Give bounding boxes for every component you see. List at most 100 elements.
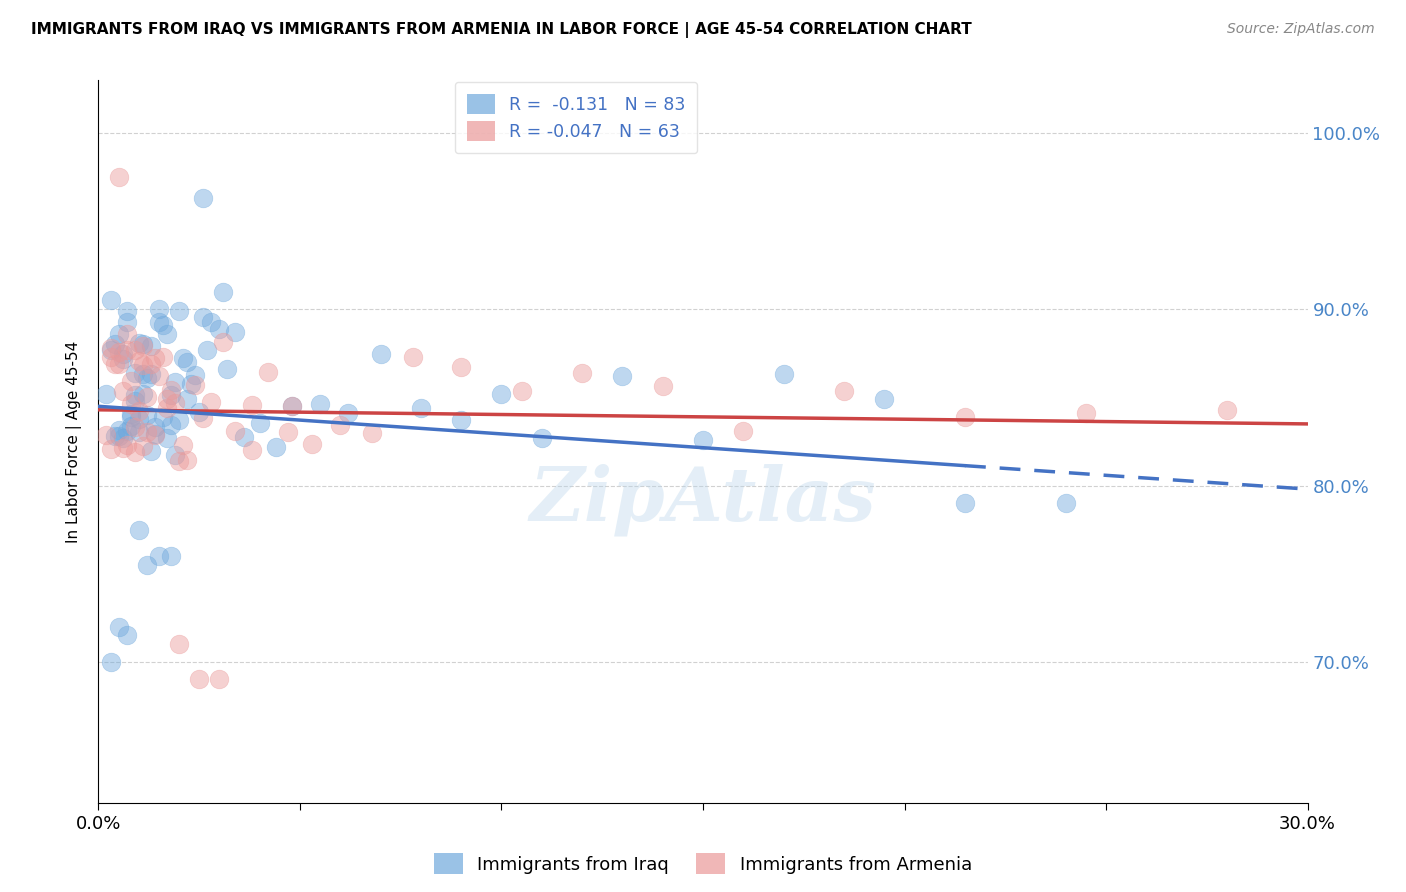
Point [160, 549, 183, 563]
Point [115, 343, 138, 357]
Point [160, 383, 183, 397]
Point [180, 376, 202, 391]
Point [176, 392, 198, 406]
Point [152, 318, 174, 332]
Point [156, 431, 179, 445]
Point [167, 454, 190, 468]
Point [124, 445, 146, 459]
Point [132, 337, 155, 351]
Point [120, 419, 142, 434]
Point [193, 191, 215, 205]
Point [143, 351, 166, 365]
Point [148, 315, 170, 329]
Point [128, 335, 150, 350]
Point [120, 374, 142, 388]
Point [692, 434, 714, 448]
Text: Source: ZipAtlas.com: Source: ZipAtlas.com [1227, 22, 1375, 37]
Point [100, 341, 122, 355]
Point [612, 368, 634, 383]
Point [115, 315, 138, 329]
Point [128, 412, 150, 426]
Point [200, 315, 222, 329]
Point [143, 426, 166, 441]
Point [132, 439, 155, 453]
Point [148, 301, 170, 316]
Point [107, 619, 129, 633]
Point [409, 401, 432, 416]
Point [120, 410, 142, 425]
Point [873, 392, 896, 406]
Point [107, 423, 129, 437]
Point [111, 441, 134, 455]
Point [212, 285, 235, 299]
Point [139, 367, 162, 381]
Point [530, 432, 553, 446]
Point [100, 655, 122, 669]
Point [107, 327, 129, 342]
Point [212, 335, 235, 350]
Point [100, 350, 122, 364]
Point [208, 673, 231, 687]
Point [232, 430, 254, 444]
Point [309, 396, 332, 410]
Point [135, 408, 157, 422]
Point [100, 442, 122, 456]
Point [450, 360, 472, 375]
Point [176, 355, 198, 369]
Point [156, 326, 179, 341]
Point [337, 405, 360, 419]
Point [953, 496, 976, 510]
Text: ZipAtlas: ZipAtlas [530, 463, 876, 535]
Point [329, 417, 352, 432]
Point [120, 396, 142, 410]
Point [195, 343, 218, 357]
Point [139, 339, 162, 353]
Point [152, 350, 174, 364]
Point [277, 425, 299, 440]
Point [111, 431, 134, 445]
Point [111, 347, 134, 361]
Point [184, 377, 207, 392]
Point [132, 387, 155, 401]
Point [139, 443, 162, 458]
Point [301, 437, 323, 451]
Point [240, 399, 263, 413]
Point [128, 523, 150, 537]
Point [96, 427, 118, 442]
Point [167, 637, 190, 651]
Point [281, 399, 304, 413]
Point [217, 362, 239, 376]
Point [172, 351, 194, 366]
Point [200, 394, 222, 409]
Point [188, 405, 211, 419]
Point [184, 368, 207, 382]
Point [281, 399, 304, 413]
Legend: Immigrants from Iraq, Immigrants from Armenia: Immigrants from Iraq, Immigrants from Ar… [427, 846, 979, 881]
Point [124, 394, 146, 409]
Point [249, 416, 271, 430]
Point [361, 426, 384, 441]
Point [124, 420, 146, 434]
Point [188, 673, 211, 687]
Point [163, 375, 186, 389]
Point [193, 410, 215, 425]
Point [402, 350, 425, 364]
Point [832, 384, 855, 398]
Point [160, 418, 183, 433]
Point [115, 326, 138, 341]
Point [733, 424, 755, 438]
Point [107, 357, 129, 371]
Point [240, 443, 263, 458]
Point [135, 390, 157, 404]
Point [132, 338, 155, 352]
Point [115, 424, 138, 438]
Text: IMMIGRANTS FROM IRAQ VS IMMIGRANTS FROM ARMENIA IN LABOR FORCE | AGE 45-54 CORRE: IMMIGRANTS FROM IRAQ VS IMMIGRANTS FROM … [31, 22, 972, 38]
Point [208, 322, 231, 336]
Y-axis label: In Labor Force | Age 45-54: In Labor Force | Age 45-54 [66, 341, 83, 542]
Point [124, 388, 146, 402]
Point [772, 367, 794, 381]
Point [124, 366, 146, 380]
Point [160, 387, 183, 401]
Point [107, 170, 129, 185]
Point [148, 369, 170, 384]
